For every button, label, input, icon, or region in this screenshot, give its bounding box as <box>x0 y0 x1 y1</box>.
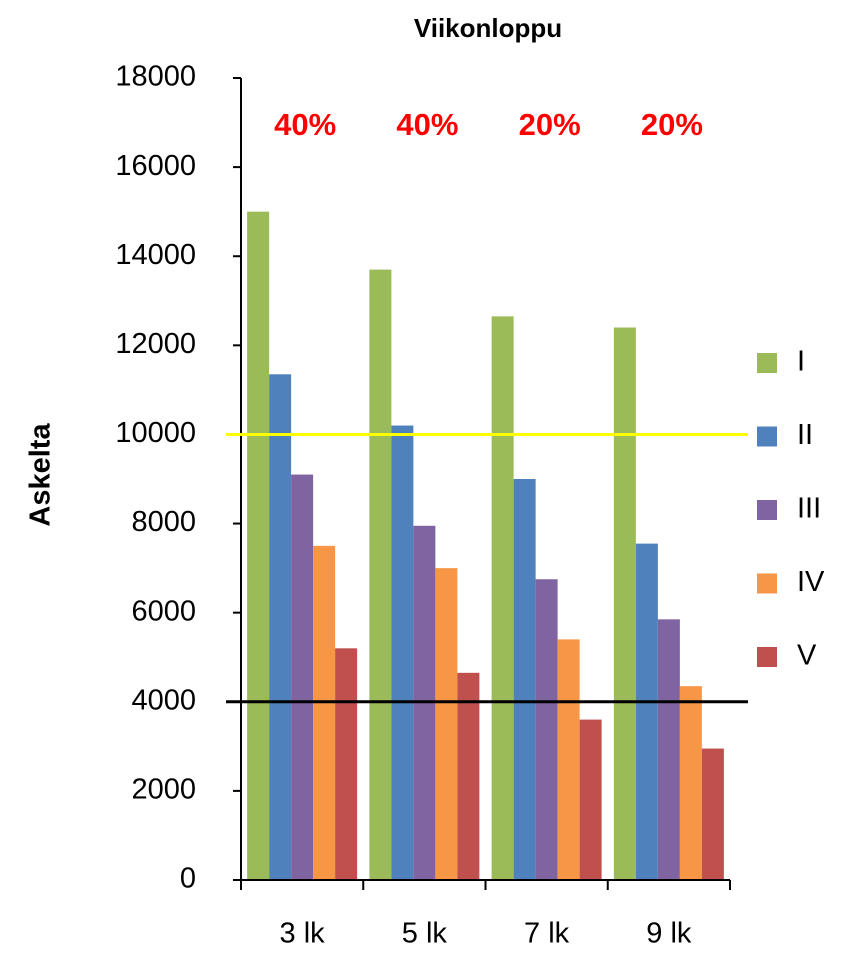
bar <box>535 579 558 880</box>
bar <box>369 269 392 881</box>
bar <box>513 479 536 880</box>
x-tick-label: 7 lk <box>524 918 570 950</box>
bar <box>335 648 358 880</box>
y-tick-label: 12000 <box>115 328 196 360</box>
y-tick-label: 10000 <box>115 417 196 449</box>
group-label: 40% <box>274 107 336 142</box>
y-tick-label: 8000 <box>131 506 196 538</box>
bar <box>491 316 514 881</box>
bar <box>557 639 580 880</box>
chart-title: Viikonloppu <box>414 13 562 43</box>
bar <box>579 719 602 880</box>
x-tick-label: 9 lk <box>646 918 692 950</box>
bar <box>657 619 680 880</box>
legend-label: IV <box>797 566 825 598</box>
bar <box>269 374 292 880</box>
y-tick-label: 18000 <box>115 61 196 93</box>
y-tick-label: 14000 <box>115 239 196 271</box>
group-label: 40% <box>396 107 458 142</box>
legend-swatch <box>757 353 777 373</box>
legend-swatch <box>757 500 777 520</box>
y-tick-label: 6000 <box>131 595 196 627</box>
bar <box>435 568 458 880</box>
y-tick-label: 0 <box>180 863 196 895</box>
bar <box>613 327 636 880</box>
y-tick-label: 2000 <box>131 774 196 806</box>
group-label: 20% <box>641 107 703 142</box>
legend-swatch <box>757 573 777 594</box>
legend-label: V <box>797 640 817 672</box>
x-tick-label: 3 lk <box>280 918 326 950</box>
bar <box>457 672 480 880</box>
legend-label: III <box>797 493 821 525</box>
bar <box>247 211 270 880</box>
bar <box>679 686 702 880</box>
bar <box>291 474 314 880</box>
y-tick-label: 16000 <box>115 150 196 182</box>
legend-swatch <box>757 426 777 447</box>
legend-label: II <box>797 419 813 451</box>
y-axis-label: Askelta <box>25 423 57 527</box>
bar <box>701 748 724 880</box>
y-tick-label: 4000 <box>131 684 196 716</box>
bar <box>391 425 414 880</box>
bar <box>313 545 336 880</box>
group-label: 20% <box>519 107 581 142</box>
bar <box>635 543 658 880</box>
x-tick-label: 5 lk <box>402 918 448 950</box>
legend-label: I <box>797 346 805 378</box>
legend-swatch <box>757 647 777 667</box>
